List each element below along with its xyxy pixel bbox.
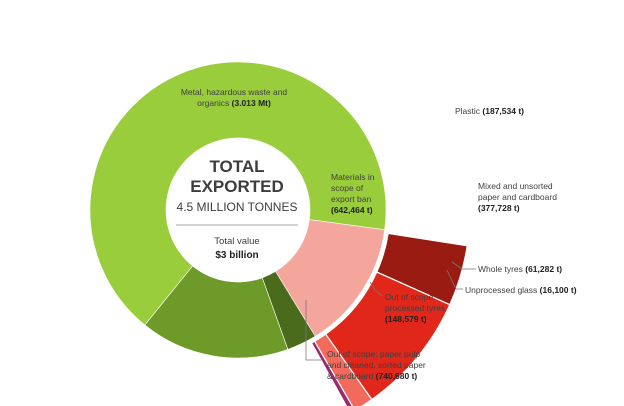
label-metal-line2: organics bbox=[197, 98, 230, 108]
total-value-label: Total value bbox=[214, 236, 260, 247]
leader-lines bbox=[305, 261, 476, 361]
label-mixed-paper-line1: Mixed and unsorted bbox=[478, 181, 553, 191]
label-processed-tyres-line1: Out of scope: bbox=[385, 292, 436, 302]
label-paper-pulp: Out of scope: paper pulp and cleaned, so… bbox=[327, 349, 457, 382]
breakdown-slice-glass bbox=[310, 340, 353, 406]
label-paper-pulp-line3: & cardboard bbox=[327, 371, 374, 381]
donut-slice-metal bbox=[89, 61, 387, 326]
label-plastic-name: Plastic bbox=[455, 106, 481, 116]
label-whole-tyres-name: Whole tyres bbox=[478, 264, 523, 274]
label-paper-pulp-line2: and cleaned, sorted paper bbox=[327, 360, 426, 370]
label-whole-tyres: Whole tyres (61,282 t) bbox=[478, 264, 608, 275]
donut-segments bbox=[89, 61, 387, 359]
label-ban: Materials in scope of export ban (642,46… bbox=[331, 172, 391, 216]
leader-whole-tyres bbox=[451, 261, 476, 270]
label-processed-tyres-line2: processed tyres bbox=[385, 303, 445, 313]
label-metal: Metal, hazardous waste and organics (3.0… bbox=[174, 87, 294, 109]
label-glass-value: (16,100 t) bbox=[539, 285, 577, 295]
label-glass-name: Unprocessed glass bbox=[465, 285, 538, 295]
breakdown-segments bbox=[310, 232, 468, 406]
donut-slice-paper-pulp bbox=[144, 265, 289, 359]
label-ban-line3: export ban bbox=[331, 194, 372, 204]
label-ban-line1: Materials in bbox=[331, 172, 375, 182]
total-value: $3 billion bbox=[215, 250, 259, 261]
label-mixed-paper-value: (377,728 t) bbox=[478, 203, 520, 213]
label-whole-tyres-value: (61,282 t) bbox=[525, 264, 563, 274]
leader-glass bbox=[446, 269, 463, 290]
label-processed-tyres: Out of scope: processed tyres (148,579 t… bbox=[385, 292, 485, 325]
label-ban-line2: scope of bbox=[331, 183, 364, 193]
label-plastic: Plastic (187,534 t) bbox=[455, 106, 575, 117]
label-glass: Unprocessed glass (16,100 t) bbox=[465, 285, 615, 296]
center-title-line2: EXPORTED bbox=[190, 177, 284, 196]
center-subtitle: 4.5 MILLION TONNES bbox=[176, 200, 298, 214]
label-processed-tyres-value: (148,579 t) bbox=[385, 314, 427, 324]
label-metal-line1: Metal, hazardous waste and bbox=[180, 87, 288, 97]
label-ban-value: (642,464 t) bbox=[331, 205, 373, 215]
leader-processed-tyres bbox=[369, 281, 383, 297]
center-title-line1: TOTAL bbox=[209, 157, 265, 176]
leader-paper-pulp bbox=[305, 300, 323, 361]
label-plastic-value: (187,534 t) bbox=[482, 106, 525, 116]
label-paper-pulp-value: (740,680 t) bbox=[375, 371, 418, 381]
label-mixed-paper: Mixed and unsorted paper and cardboard (… bbox=[478, 181, 598, 214]
label-paper-pulp-line1: Out of scope: paper pulp bbox=[327, 349, 421, 359]
label-mixed-paper-line2: paper and cardboard bbox=[478, 192, 557, 202]
label-metal-value: (3.013 Mt) bbox=[231, 98, 271, 108]
